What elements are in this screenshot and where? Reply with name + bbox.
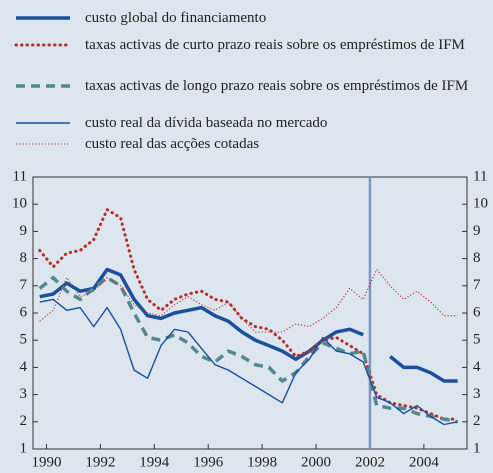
legend-label: custo real da dívida baseada no mercado xyxy=(85,115,328,131)
x-tick-label: 2002 xyxy=(355,454,385,470)
y2-tick-label: 6 xyxy=(473,304,481,320)
y2-tick-label: 5 xyxy=(473,332,481,348)
x-tick-label: 1994 xyxy=(139,454,170,470)
y-tick-label: 10 xyxy=(12,196,27,212)
y-tick-label: 5 xyxy=(20,332,28,348)
y2-tick-label: 11 xyxy=(473,168,487,184)
y2-tick-label: 7 xyxy=(473,277,481,293)
y2-tick-label: 1 xyxy=(473,440,481,456)
legend-label: taxas activas de curto prazo reais sobre… xyxy=(85,37,465,53)
y2-tick-label: 3 xyxy=(473,386,481,402)
y-tick-label: 7 xyxy=(20,277,28,293)
y-tick-label: 3 xyxy=(20,386,28,402)
y-tick-label: 1 xyxy=(20,440,28,456)
y-tick-label: 2 xyxy=(20,413,28,429)
series-line xyxy=(39,298,458,426)
legend-label: taxas activas de longo prazo reais sobre… xyxy=(85,78,469,94)
x-tick-label: 1998 xyxy=(247,454,277,470)
x-tick-label: 1992 xyxy=(85,454,115,470)
x-tick-label: 1990 xyxy=(31,454,61,470)
y2-tick-label: 8 xyxy=(473,250,481,266)
y2-tick-label: 4 xyxy=(473,359,481,375)
y2-tick-label: 2 xyxy=(473,413,481,429)
legend-label: custo real das acções cotadas xyxy=(85,136,260,152)
y2-tick-label: 9 xyxy=(473,223,481,239)
series-line xyxy=(39,268,458,333)
y-tick-label: 11 xyxy=(13,168,27,184)
y-tick-label: 9 xyxy=(20,223,28,239)
y2-tick-label: 10 xyxy=(473,196,488,212)
x-tick-label: 2004 xyxy=(409,454,440,470)
legend-label: custo global do financiamento xyxy=(85,10,267,26)
x-tick-label: 1996 xyxy=(193,454,224,470)
series-line xyxy=(38,275,458,424)
y-tick-label: 4 xyxy=(20,359,28,375)
y-tick-label: 8 xyxy=(20,250,28,266)
x-tick-label: 2000 xyxy=(301,454,331,470)
y-tick-label: 6 xyxy=(20,304,28,320)
